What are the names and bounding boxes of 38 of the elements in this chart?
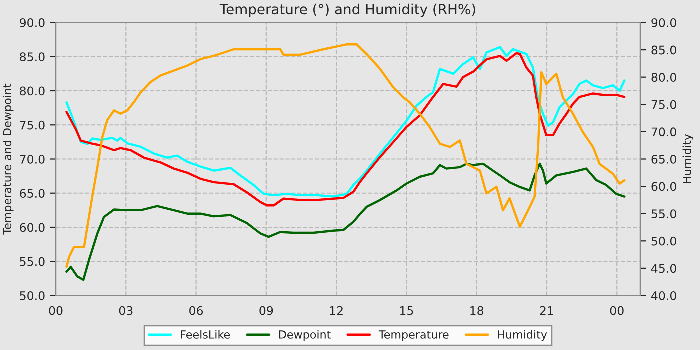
x-tick-label: 12 [330,306,343,316]
x-tick-label: 21 [540,306,554,316]
x-tick-label: 00 [49,306,63,316]
y2-tick-label: 40.0 [651,291,676,300]
y-tick-label: 65.0 [20,189,45,198]
y2-tick-label: 50.0 [652,236,676,246]
line-series [66,43,626,268]
x-tick-label: 15 [400,306,414,316]
x-tick-label: 09 [260,306,274,316]
y2-tick-label: 90.0 [652,18,676,28]
y2-tick-label: 75.0 [652,100,676,110]
y2-tick-label: 55.0 [652,210,676,219]
y-tick-label: 70.0 [20,154,45,164]
x-tick-label: 00 [610,306,624,316]
chart-title: Temperature (°) and Humidity (RH%) [220,4,476,18]
y-tick-label: 50.0 [20,291,45,300]
x-tick-label: 03 [119,306,133,316]
y2-tick-label: 65.0 [652,154,676,164]
legend-label: FeelsLike [181,330,230,339]
legend-label: Humidity [498,330,548,342]
legend-label: Dewpoint [279,330,331,342]
y-tick-label: 85.0 [20,52,45,62]
y-tick-label: 75.0 [20,120,45,130]
y2-axis-title: Humidity [682,134,694,184]
x-tick-label: 18 [470,306,484,316]
y-axis-title: Temperature and Dewpoint [2,84,14,235]
y2-tick-label: 80.0 [652,73,676,82]
y2-tick-label: 70.0 [652,128,676,137]
y-tick-label: 90.0 [20,18,45,28]
y2-tick-label: 45.0 [651,264,676,274]
line-series [66,162,626,282]
y-tick-label: 80.0 [20,86,45,96]
y2-tick-label: 60.0 [652,182,676,192]
x-tick-label: 06 [190,306,204,316]
y2-tick-label: 85.0 [652,46,676,55]
y-tick-label: 60.0 [20,223,45,232]
y-tick-label: 55.0 [20,257,45,266]
legend-label: Temperature [378,330,449,342]
